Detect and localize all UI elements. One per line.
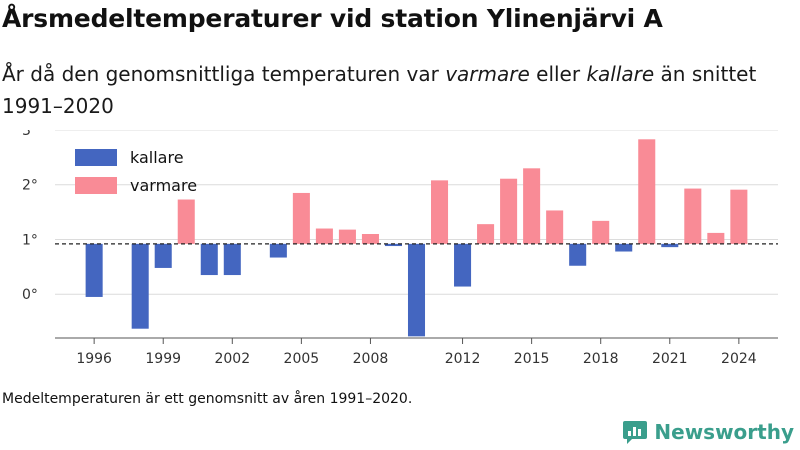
x-tick-label: 2018 (583, 351, 619, 367)
bar-2016 (546, 210, 564, 244)
bar-1999 (154, 243, 172, 268)
bar-1996 (85, 243, 103, 297)
footnote: Medeltemperaturen är ett genomsnitt av å… (2, 391, 413, 407)
legend-label-kallare: kallare (130, 148, 184, 167)
bar-2002 (223, 243, 241, 276)
x-tick-label: 2005 (284, 351, 320, 367)
legend-swatch-kallare (75, 149, 117, 166)
bar-2006 (315, 228, 333, 244)
legend: kallare varmare (75, 148, 197, 195)
bar-2019 (615, 243, 633, 252)
y-tick-label: 0° (22, 287, 38, 303)
subtitle-text-3: än snittet 1991–2020 (2, 62, 757, 118)
bar-2004 (269, 243, 287, 258)
y-tick-label: 3° (22, 130, 38, 139)
bar-2024 (730, 189, 748, 244)
bar-2021 (661, 243, 679, 248)
x-tick-label: 2012 (445, 351, 481, 367)
x-tick-label: 2008 (353, 351, 389, 367)
bar-2005 (292, 192, 310, 244)
bar-2018 (592, 220, 610, 244)
x-tick-label: 2002 (214, 351, 250, 367)
x-tick-label: 2024 (721, 351, 757, 367)
chart-title: Årsmedeltemperaturer vid station Ylinenj… (2, 4, 663, 33)
subtitle-text-2: eller (529, 62, 587, 86)
y-tick-label: 2° (22, 178, 38, 194)
legend-swatch-varmare (75, 177, 117, 194)
y-tick-label: 1° (22, 232, 38, 248)
bar-2022 (684, 188, 702, 244)
bar-2015 (523, 168, 541, 244)
brand-logo: Newsworthy (622, 419, 794, 445)
bar-2011 (431, 180, 449, 244)
bar-chart: 0° 1° 2° 3° 1996 1999 2002 2005 2008 2012 2015 201… (22, 130, 778, 367)
x-tick-label: 2015 (514, 351, 550, 367)
bar-2001 (200, 243, 218, 276)
bar-2007 (338, 229, 356, 244)
x-tick-label: 2021 (652, 351, 688, 367)
newsworthy-logo-icon (623, 421, 648, 444)
subtitle-colder: kallare (586, 62, 655, 86)
bar-2023 (707, 232, 725, 244)
x-tick-label: 1999 (145, 351, 181, 367)
subtitle-warmer: varmare (445, 62, 530, 86)
bar-2017 (569, 243, 587, 266)
bar-2000 (177, 199, 195, 244)
bar-2014 (500, 178, 518, 244)
bars (85, 139, 748, 337)
legend-label-varmare: varmare (130, 176, 197, 195)
bar-2009 (384, 243, 402, 247)
x-axis: 1996 1999 2002 2005 2008 2012 2015 2018 2021 2024 (55, 337, 778, 367)
bar-2013 (477, 224, 495, 244)
bar-2012 (454, 243, 472, 287)
chart-subtitle: År då den genomsnittliga temperaturen va… (2, 58, 792, 122)
bar-2020 (638, 139, 656, 244)
subtitle-text-1: År då den genomsnittliga temperaturen va… (2, 62, 446, 86)
bar-1998 (131, 243, 149, 329)
x-tick-label: 1996 (76, 351, 112, 367)
bar-2010 (407, 243, 426, 337)
bar-2008 (361, 234, 379, 244)
brand-name: Newsworthy (654, 420, 794, 444)
